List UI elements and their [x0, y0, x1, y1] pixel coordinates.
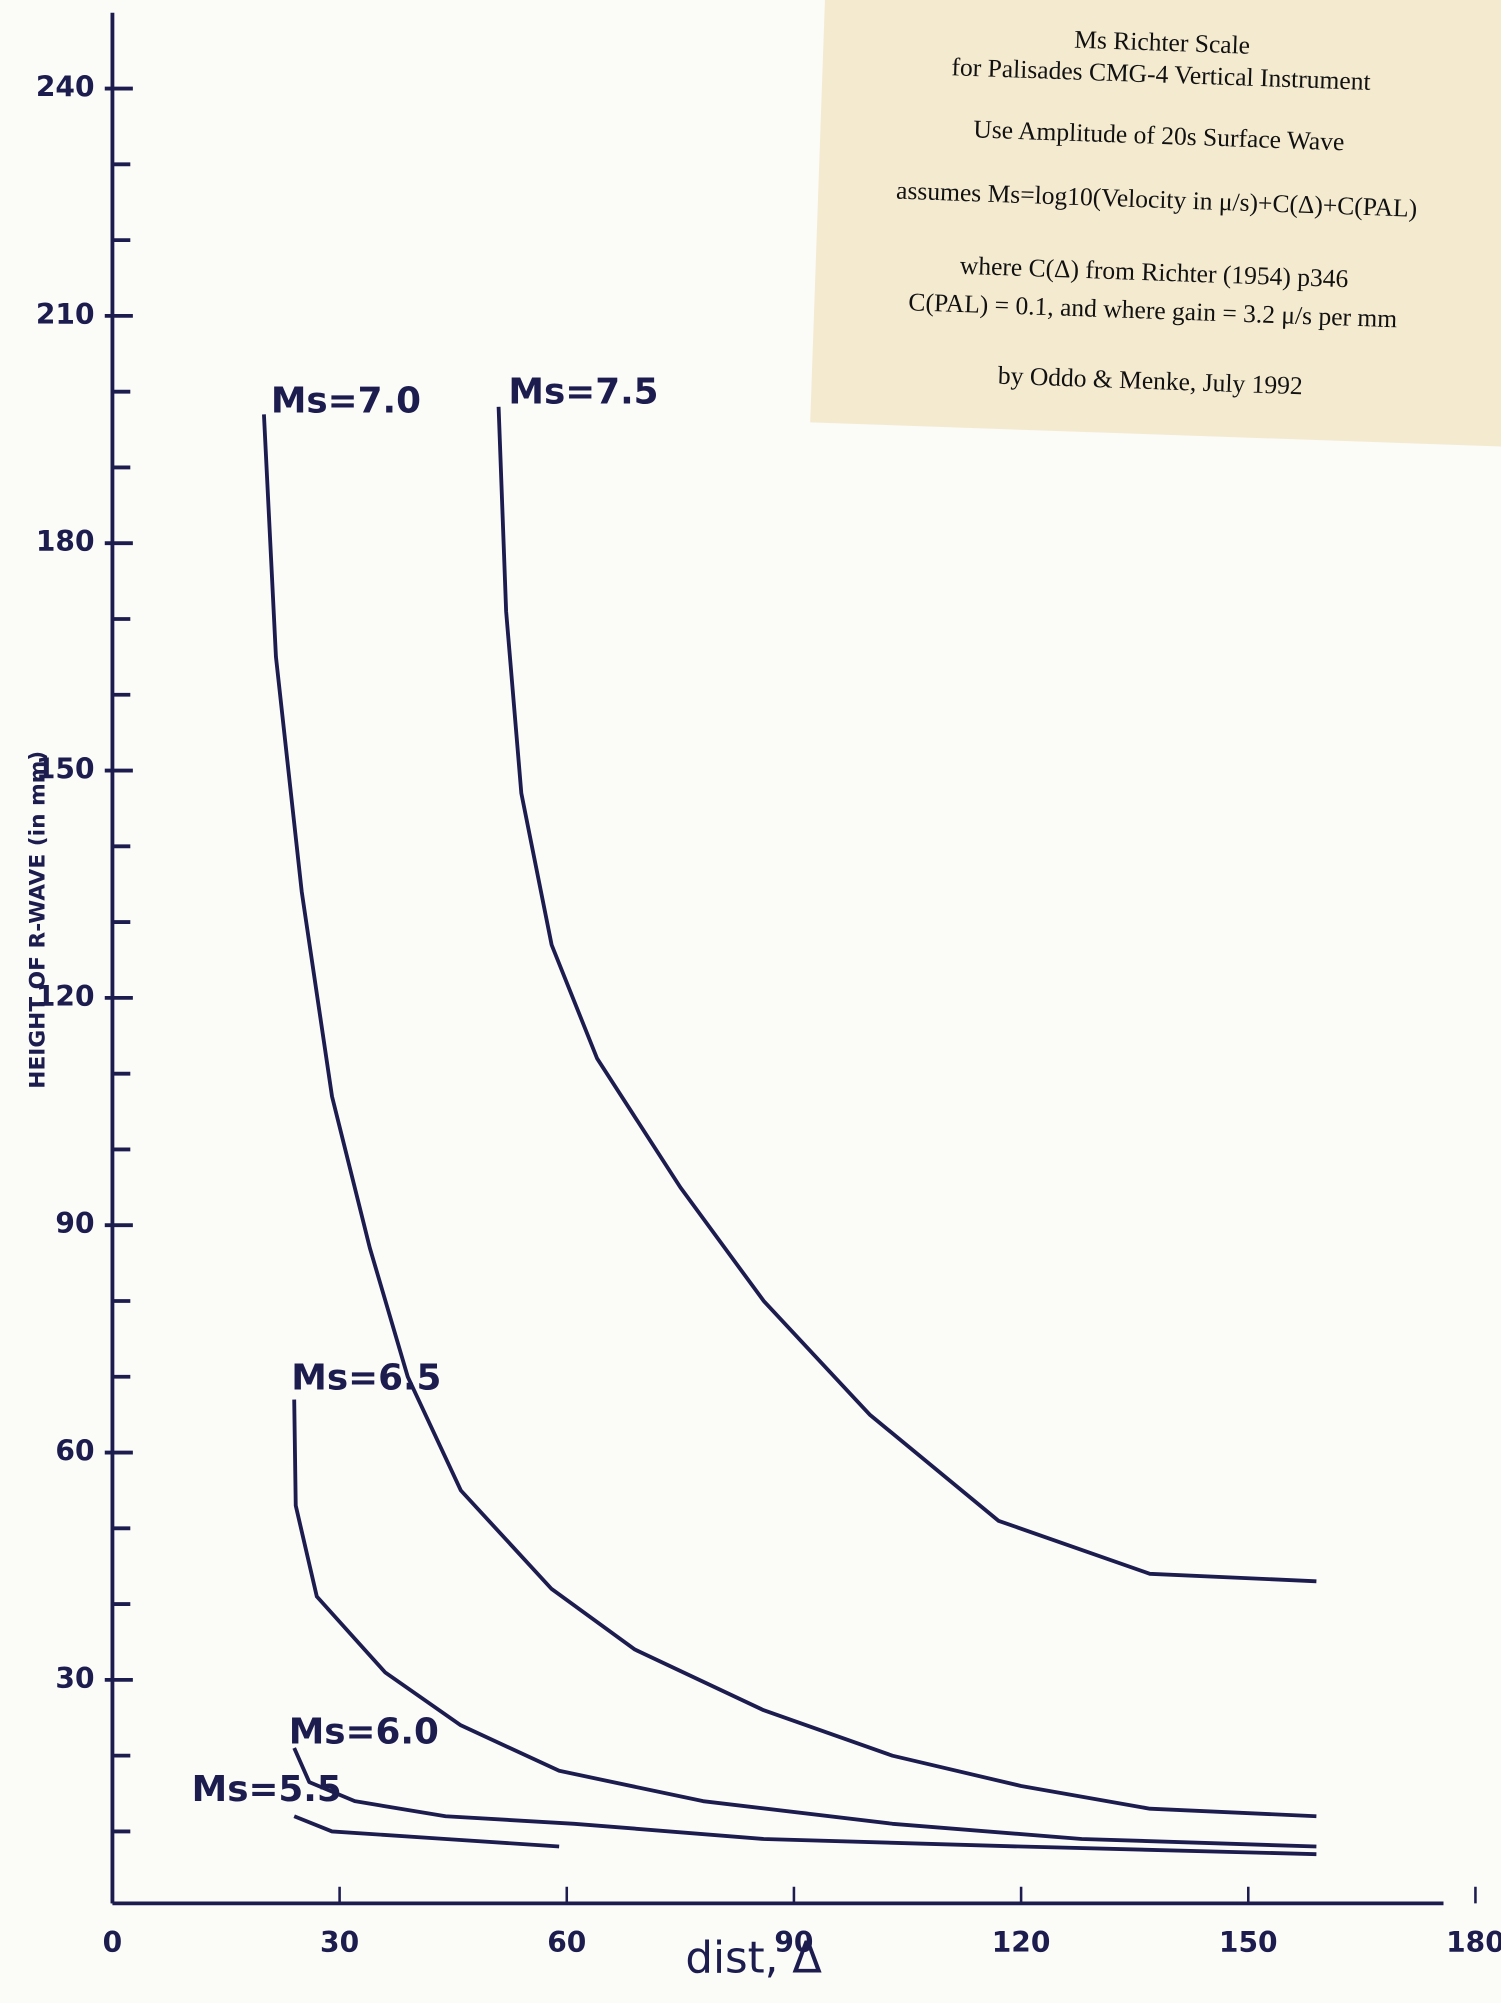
note-line: Ms Richter Scale — [1074, 25, 1251, 60]
y-axis-label: HEIGHT OF R-WAVE (in mm) — [25, 751, 50, 1089]
x-tick-label: 90 — [774, 1926, 813, 1959]
y-tick-label: 60 — [55, 1435, 94, 1468]
y-tick-label: 30 — [55, 1662, 94, 1695]
x-tick-label: 150 — [1219, 1926, 1278, 1959]
curve — [293, 1814, 560, 1849]
x-tick-label: 30 — [320, 1926, 359, 1959]
series-label: Ms=6.5 — [291, 1358, 441, 1399]
x-tick-label: 60 — [547, 1926, 586, 1959]
x-tick-label: 180 — [1446, 1926, 1501, 1959]
y-tick-label: 210 — [36, 298, 95, 331]
y-tick-label: 120 — [36, 980, 95, 1013]
note-box — [810, 0, 1501, 448]
series-label: Ms=7.0 — [271, 380, 421, 421]
series-label: Ms=6.0 — [289, 1711, 439, 1752]
curve — [262, 414, 1317, 1819]
curve — [496, 406, 1317, 1584]
y-tick-label: 180 — [36, 525, 95, 558]
x-axis-label: dist, Δ — [685, 1933, 822, 1983]
series-label: Ms=5.5 — [192, 1769, 342, 1810]
series-label: Ms=7.5 — [508, 371, 658, 412]
y-tick-label: 240 — [36, 71, 95, 104]
x-tick-label: 0 — [103, 1926, 123, 1959]
curve — [292, 1399, 1317, 1849]
curve — [292, 1747, 1317, 1857]
y-tick-label: 150 — [36, 753, 95, 786]
note-background — [810, 0, 1501, 448]
x-tick-label: 120 — [992, 1926, 1051, 1959]
y-tick-label: 90 — [55, 1207, 94, 1240]
